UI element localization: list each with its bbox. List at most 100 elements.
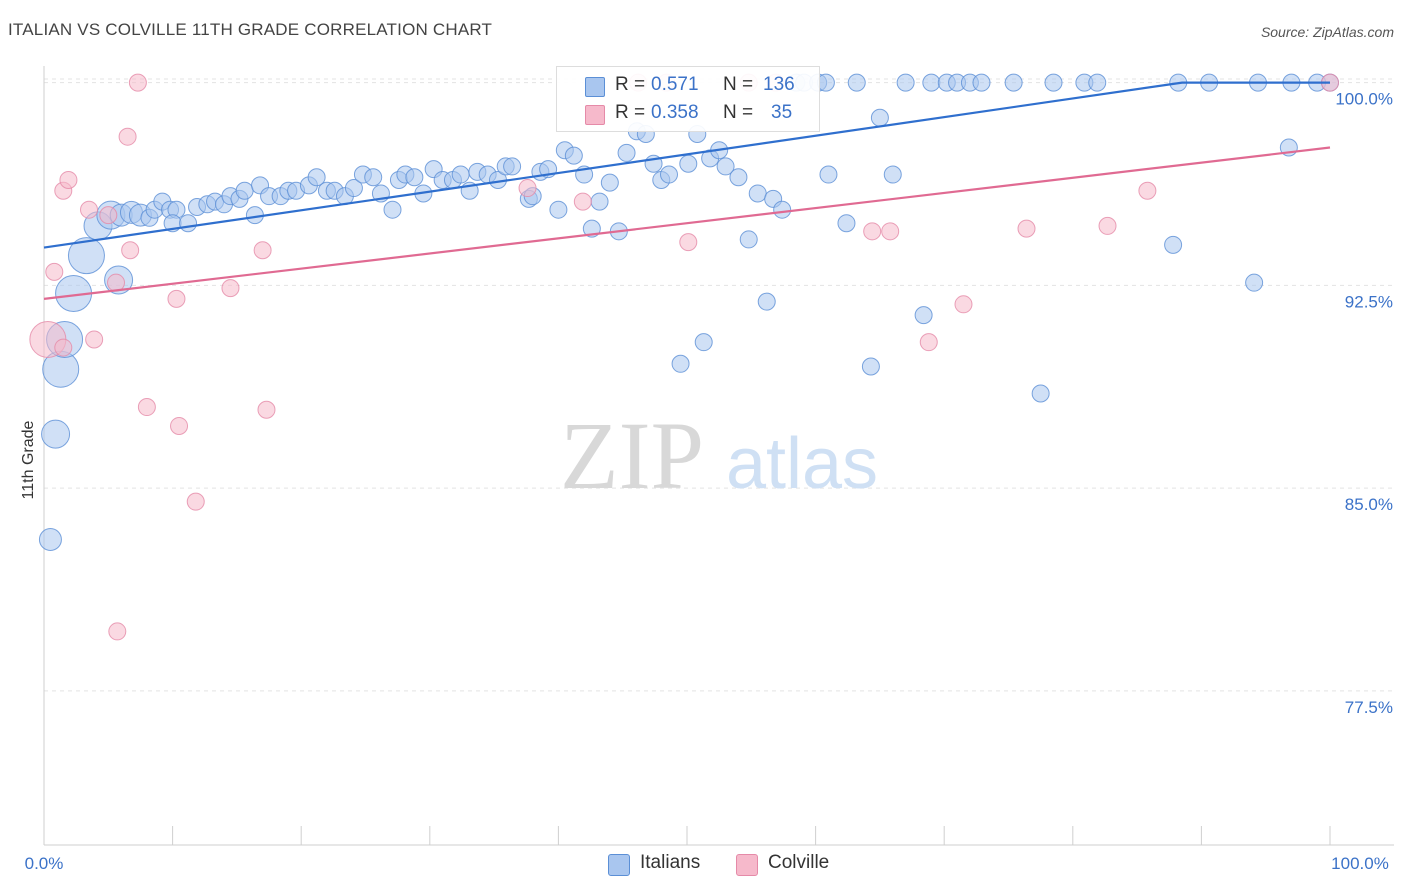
italians-point bbox=[451, 165, 470, 184]
italians-point bbox=[1245, 273, 1264, 292]
italians-point bbox=[503, 157, 522, 176]
stats-box: R = 0.571 N = 136 R = 0.358 N = 35 bbox=[556, 66, 820, 132]
italians-point bbox=[896, 73, 915, 92]
italians-point bbox=[694, 333, 713, 352]
stats-n-label: N = bbox=[723, 102, 754, 123]
watermark-zip: ZIP bbox=[560, 402, 704, 509]
colville-point bbox=[59, 170, 78, 189]
colville-point bbox=[137, 398, 156, 417]
stats-r-value: 0.358 bbox=[651, 102, 699, 123]
italians-point bbox=[1044, 73, 1063, 92]
colville-point bbox=[45, 262, 64, 281]
italians-point bbox=[883, 165, 902, 184]
legend-label-italians: Italians bbox=[640, 852, 701, 873]
colville-point bbox=[1017, 219, 1036, 238]
trend-lines bbox=[43, 81, 1331, 300]
tick-labels: 77.5% 85.0% 92.5% 100.0% 0.0% 100.0% bbox=[25, 90, 1393, 873]
colville-point bbox=[167, 289, 186, 308]
italians-point bbox=[1164, 235, 1183, 254]
italians-point bbox=[1088, 73, 1107, 92]
italians-point bbox=[773, 200, 792, 219]
y-tick-label: 100.0% bbox=[1335, 90, 1393, 109]
stats-row-colville: R = 0.358 N = 35 bbox=[557, 99, 819, 129]
italians-point bbox=[405, 168, 424, 187]
italians-point bbox=[748, 184, 767, 203]
italians-point bbox=[870, 108, 889, 127]
colville-point bbox=[1098, 216, 1117, 235]
series-italians bbox=[38, 73, 1339, 552]
y-axis-label: 11th Grade bbox=[20, 420, 37, 499]
italians-point bbox=[837, 214, 856, 233]
legend-label-colville: Colville bbox=[768, 852, 830, 873]
stats-n-label: N = bbox=[723, 74, 754, 95]
colville-point bbox=[1138, 181, 1157, 200]
stats-n-value: 35 bbox=[771, 102, 793, 123]
colville-point bbox=[99, 206, 118, 225]
colville-point bbox=[919, 333, 938, 352]
italians-point bbox=[344, 179, 363, 198]
colville-point bbox=[863, 222, 882, 241]
legend-swatch-italians bbox=[608, 854, 630, 876]
italians-point bbox=[590, 192, 609, 211]
colville-point bbox=[54, 338, 73, 357]
stats-row-italians: R = 0.571 N = 136 bbox=[557, 71, 819, 101]
stats-r-label: R = bbox=[615, 74, 646, 95]
italians-point bbox=[847, 73, 866, 92]
colville-point bbox=[679, 233, 698, 252]
italians-point bbox=[757, 292, 776, 311]
italians-point bbox=[659, 165, 678, 184]
italians-point bbox=[716, 157, 735, 176]
legend-swatch-colville bbox=[736, 854, 758, 876]
y-tick-label: 77.5% bbox=[1345, 698, 1393, 717]
stats-swatch-colville bbox=[585, 105, 605, 125]
italians-point bbox=[617, 143, 636, 162]
colville-point bbox=[257, 400, 276, 419]
italians-point bbox=[972, 73, 991, 92]
italians-point bbox=[549, 200, 568, 219]
italians-point bbox=[819, 165, 838, 184]
italians-trend-line bbox=[43, 81, 1330, 249]
chart-title: ITALIAN VS COLVILLE 11TH GRADE CORRELATI… bbox=[8, 20, 493, 39]
italians-point bbox=[922, 73, 941, 92]
italians-point bbox=[679, 154, 698, 173]
colville-point bbox=[573, 192, 592, 211]
stats-r-value: 0.571 bbox=[651, 74, 699, 95]
italians-point bbox=[861, 357, 880, 376]
stats-swatch-italians bbox=[585, 77, 605, 97]
colville-point bbox=[80, 200, 99, 219]
italians-point bbox=[739, 230, 758, 249]
colville-point bbox=[186, 492, 205, 511]
colville-point bbox=[881, 222, 900, 241]
italians-point bbox=[383, 200, 402, 219]
italians-point bbox=[364, 168, 383, 187]
watermark: ZIP atlas bbox=[560, 402, 878, 509]
italians-point bbox=[38, 528, 62, 552]
stats-r-label: R = bbox=[615, 102, 646, 123]
colville-point bbox=[518, 179, 537, 198]
italians-point bbox=[600, 173, 619, 192]
colville-point bbox=[85, 330, 104, 349]
colville-point bbox=[108, 622, 127, 641]
stats-n-value: 136 bbox=[763, 74, 795, 95]
watermark-atlas: atlas bbox=[726, 424, 878, 504]
colville-point bbox=[128, 73, 147, 92]
colville-point bbox=[118, 127, 137, 146]
y-tick-label: 85.0% bbox=[1345, 495, 1393, 514]
colville-point bbox=[253, 241, 272, 260]
source-credit: Source: ZipAtlas.com bbox=[1260, 24, 1394, 40]
italians-point bbox=[67, 237, 105, 275]
colville-point bbox=[954, 295, 973, 314]
italians-point bbox=[41, 419, 71, 449]
italians-point bbox=[179, 214, 198, 233]
x-tick-label: 0.0% bbox=[25, 854, 64, 873]
colville-point bbox=[221, 279, 240, 298]
colville-point bbox=[170, 416, 189, 435]
colville-trend-line bbox=[43, 146, 1331, 300]
y-tick-label: 92.5% bbox=[1345, 292, 1393, 311]
italians-point bbox=[729, 168, 748, 187]
italians-point bbox=[307, 168, 326, 187]
axes bbox=[43, 66, 1394, 846]
italians-point bbox=[914, 306, 933, 325]
italians-point bbox=[1031, 384, 1050, 403]
